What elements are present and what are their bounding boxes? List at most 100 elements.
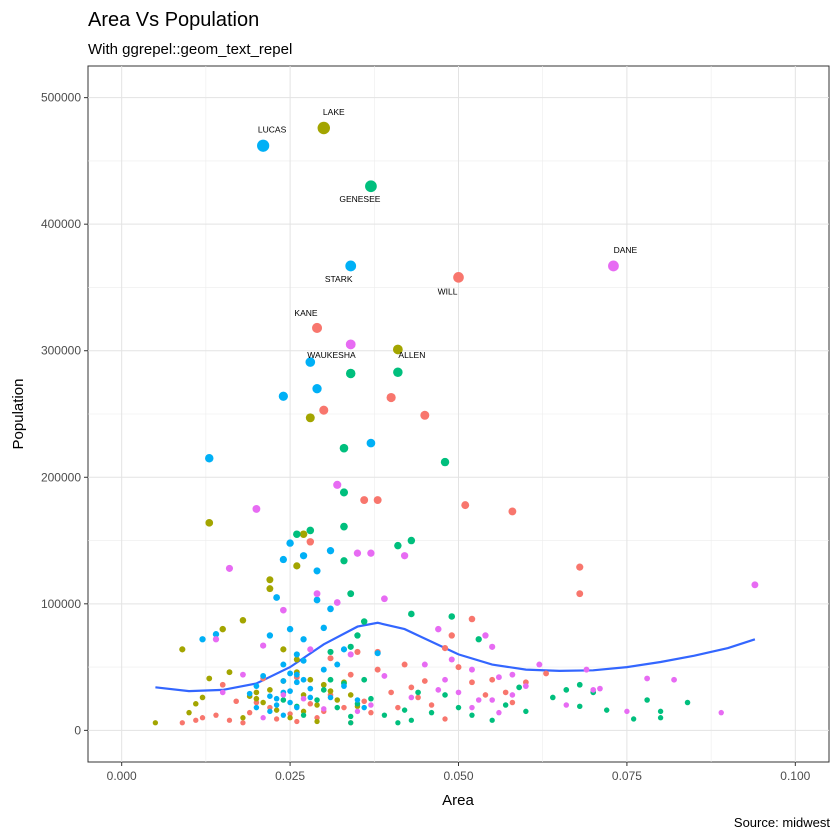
data-point (226, 669, 233, 676)
data-point (280, 712, 287, 718)
data-point (516, 684, 522, 691)
data-point (408, 684, 415, 691)
data-point (489, 643, 496, 650)
data-point (354, 708, 361, 715)
y-tick-label: 200000 (41, 470, 81, 484)
data-point (233, 698, 239, 705)
data-point (193, 701, 199, 707)
data-point (252, 504, 261, 513)
data-point (442, 692, 448, 698)
data-point (219, 689, 226, 696)
data-point (469, 704, 475, 711)
data-point (327, 605, 334, 613)
data-point (267, 693, 273, 700)
data-point (603, 707, 610, 713)
data-point (293, 562, 301, 570)
data-point (307, 701, 314, 707)
data-point (671, 676, 677, 683)
data-point (368, 695, 374, 702)
data-point (278, 391, 288, 401)
data-point (152, 720, 159, 726)
data-point (193, 717, 199, 723)
data-point (361, 704, 367, 711)
data-point (327, 655, 334, 662)
data-point (415, 689, 421, 696)
data-point (392, 344, 403, 355)
point-label: DANE (614, 245, 638, 255)
data-point (260, 673, 267, 679)
data-point (179, 646, 186, 653)
data-point (286, 625, 294, 633)
data-point (495, 674, 502, 681)
data-point (360, 496, 369, 505)
data-point (313, 590, 321, 598)
data-point (576, 681, 583, 688)
data-point (508, 507, 517, 516)
data-point (415, 694, 421, 701)
data-point (313, 596, 321, 604)
y-axis-ticks: 0 100000 200000 300000 400000 500000 (41, 91, 88, 737)
data-point (294, 704, 300, 711)
data-point (333, 480, 342, 489)
y-tick-label: 400000 (41, 217, 81, 231)
x-axis-title: Area (442, 792, 474, 809)
data-point (293, 651, 300, 658)
data-point (442, 676, 448, 683)
data-point (334, 704, 340, 711)
data-point (299, 530, 308, 538)
data-point (300, 708, 307, 715)
data-point (280, 646, 287, 653)
data-point (287, 711, 293, 717)
data-point (340, 522, 348, 531)
x-tick-label: 0.100 (780, 769, 810, 783)
data-point (751, 581, 759, 589)
data-point (576, 590, 584, 598)
data-point (394, 541, 402, 550)
data-point (435, 687, 442, 693)
data-point (386, 392, 396, 403)
data-point (287, 699, 293, 706)
y-tick-label: 0 (74, 723, 81, 737)
data-point (563, 687, 570, 693)
x-axis-ticks: 0.000 0.025 0.050 0.075 0.100 (107, 762, 811, 783)
data-point (388, 689, 394, 696)
data-point (347, 651, 354, 658)
data-point (684, 699, 691, 706)
data-point (509, 692, 516, 698)
data-point (293, 656, 300, 663)
data-point (327, 648, 334, 655)
data-point (365, 180, 377, 193)
data-point (319, 405, 329, 415)
data-point (293, 671, 300, 678)
data-point (718, 709, 724, 716)
data-point (583, 666, 590, 673)
data-point (266, 585, 274, 593)
data-point (448, 632, 455, 639)
data-point (367, 549, 375, 557)
data-point (407, 536, 416, 545)
data-point (353, 549, 362, 557)
data-point (408, 610, 415, 618)
data-point (608, 260, 619, 272)
data-point (576, 563, 584, 571)
data-point (205, 454, 214, 463)
data-point (550, 694, 556, 701)
data-point (455, 689, 462, 696)
data-point (360, 618, 368, 625)
data-point (307, 676, 314, 683)
data-point (266, 576, 274, 584)
data-point (287, 688, 293, 694)
data-point (475, 636, 482, 643)
data-point (294, 718, 300, 725)
data-point (368, 702, 374, 708)
data-point (327, 676, 334, 683)
data-point (219, 625, 226, 633)
data-point (305, 357, 316, 367)
data-point (401, 707, 408, 713)
data-point (225, 564, 234, 572)
data-point (186, 709, 192, 716)
data-point (314, 702, 320, 708)
data-point (340, 557, 348, 565)
data-point (313, 567, 321, 575)
